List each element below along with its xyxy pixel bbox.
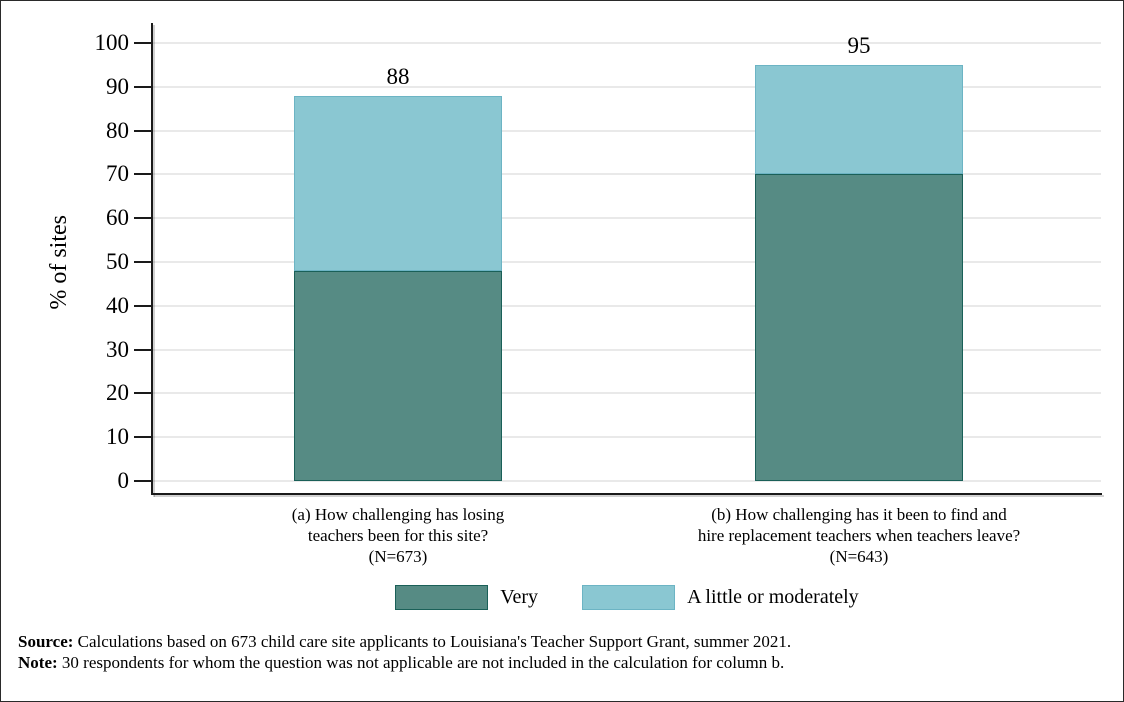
source-text: Calculations based on 673 child care sit… [73,632,792,651]
y-gridline [152,217,1101,219]
legend-item: A little or moderately [582,584,859,610]
legend: Very A little or moderately [152,582,1102,612]
y-tick [134,130,153,132]
y-tick [134,217,153,219]
y-gridline [152,480,1101,482]
y-tick-label: 20 [106,380,129,405]
bar-segment-very [294,271,502,481]
y-gridline [152,42,1101,44]
y-tick-label: 90 [106,74,129,99]
bar-total-label: 95 [847,33,871,58]
y-gridline [152,261,1101,263]
y-tick [134,261,153,263]
y-tick-label: 30 [106,337,129,362]
y-gridline [152,349,1101,351]
legend-swatch [395,584,489,610]
bar-total-label: 88 [386,64,410,89]
y-tick [134,42,153,44]
y-tick-label: 80 [106,118,129,143]
y-gridline [152,173,1101,175]
y-tick [134,436,153,438]
y-tick-label: 10 [106,424,129,449]
y-tick [134,349,153,351]
y-gridline [152,436,1101,438]
y-tick-label: 50 [106,249,129,274]
x-axis-line [152,493,1102,495]
y-axis-line [151,23,153,495]
footnotes: Source: Calculations based on 673 child … [18,631,1018,673]
y-gridline [152,86,1101,88]
y-tick [134,86,153,88]
y-tick [134,392,153,394]
y-tick-label: 100 [94,30,130,55]
y-tick [134,305,153,307]
y-tick [134,480,153,482]
y-tick [134,173,153,175]
y-gridline [152,130,1101,132]
note-text: 30 respondents for whom the question was… [57,653,785,672]
y-tick-label: 0 [117,468,130,493]
legend-label: Very [500,585,539,608]
note-label: Note: [18,653,58,672]
legend-item: Very [395,584,539,610]
y-tick-label: 40 [106,293,129,318]
note: Note: 30 respondents for whom the questi… [18,652,1018,673]
y-tick-label: 70 [106,161,129,186]
bar-segment-a-little-or-moderately [294,96,502,271]
source-note: Source: Calculations based on 673 child … [18,631,1018,652]
x-category-label: (b) How challenging has it been to find … [697,505,1021,566]
legend-label: A little or moderately [687,585,859,608]
x-category-label: (a) How challenging has losing teachers … [291,505,505,566]
bar-segment-very [755,174,963,481]
legend-swatch [582,584,676,610]
y-gridline [152,305,1101,307]
y-tick-label: 60 [106,205,129,230]
source-label: Source: [18,632,74,651]
bar-segment-a-little-or-moderately [755,65,963,174]
y-gridline [152,392,1101,394]
